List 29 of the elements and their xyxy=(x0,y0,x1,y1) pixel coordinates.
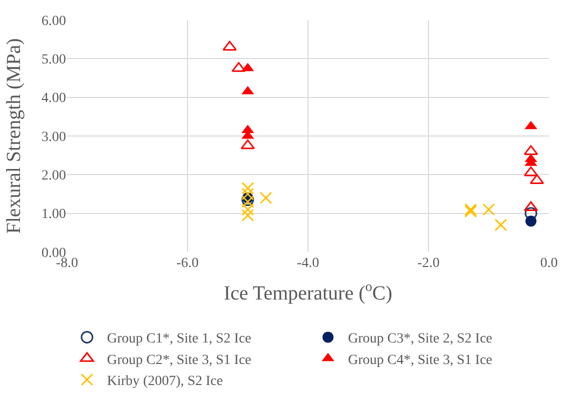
x-tick-label: 0.0 xyxy=(540,256,558,271)
y-tick-label: 3.00 xyxy=(42,130,66,145)
point xyxy=(524,201,538,212)
legend-label: Group C2*, Site 3, S1 Ice xyxy=(107,352,252,368)
point xyxy=(260,192,272,204)
point xyxy=(494,218,508,232)
legend-label: Group C4*, Site 3, S1 Ice xyxy=(348,352,492,368)
point xyxy=(482,203,495,216)
y-tick-label: 6.00 xyxy=(42,14,66,29)
x-axis-title: Ice Temperature ($^{o}$C) xyxy=(224,280,392,304)
x-tick-label: -4.0 xyxy=(296,256,320,271)
point xyxy=(242,182,254,194)
legend-label: Kirby (2007), S2 Ice xyxy=(107,374,223,390)
legend-label: Group C1*, Site 1, S2 Ice xyxy=(107,332,252,347)
point xyxy=(242,203,254,216)
y-tick-label: 5.00 xyxy=(42,52,66,68)
y-axis-title: Flexural Strength (MPa) xyxy=(3,38,25,234)
point xyxy=(525,216,536,227)
point xyxy=(240,139,255,150)
legend-label: Group C3*, Site 2, S2 Ice xyxy=(348,332,492,347)
point xyxy=(222,40,237,51)
point xyxy=(524,166,538,176)
y-tick-label: 1.00 xyxy=(42,207,66,222)
y-tick-label: 4.00 xyxy=(42,91,66,106)
x-tick-label: -6.0 xyxy=(176,256,199,271)
point xyxy=(242,209,254,222)
x-tick-label: -2.0 xyxy=(417,256,440,271)
y-tick-label: 2.00 xyxy=(42,168,66,184)
point xyxy=(242,188,254,200)
